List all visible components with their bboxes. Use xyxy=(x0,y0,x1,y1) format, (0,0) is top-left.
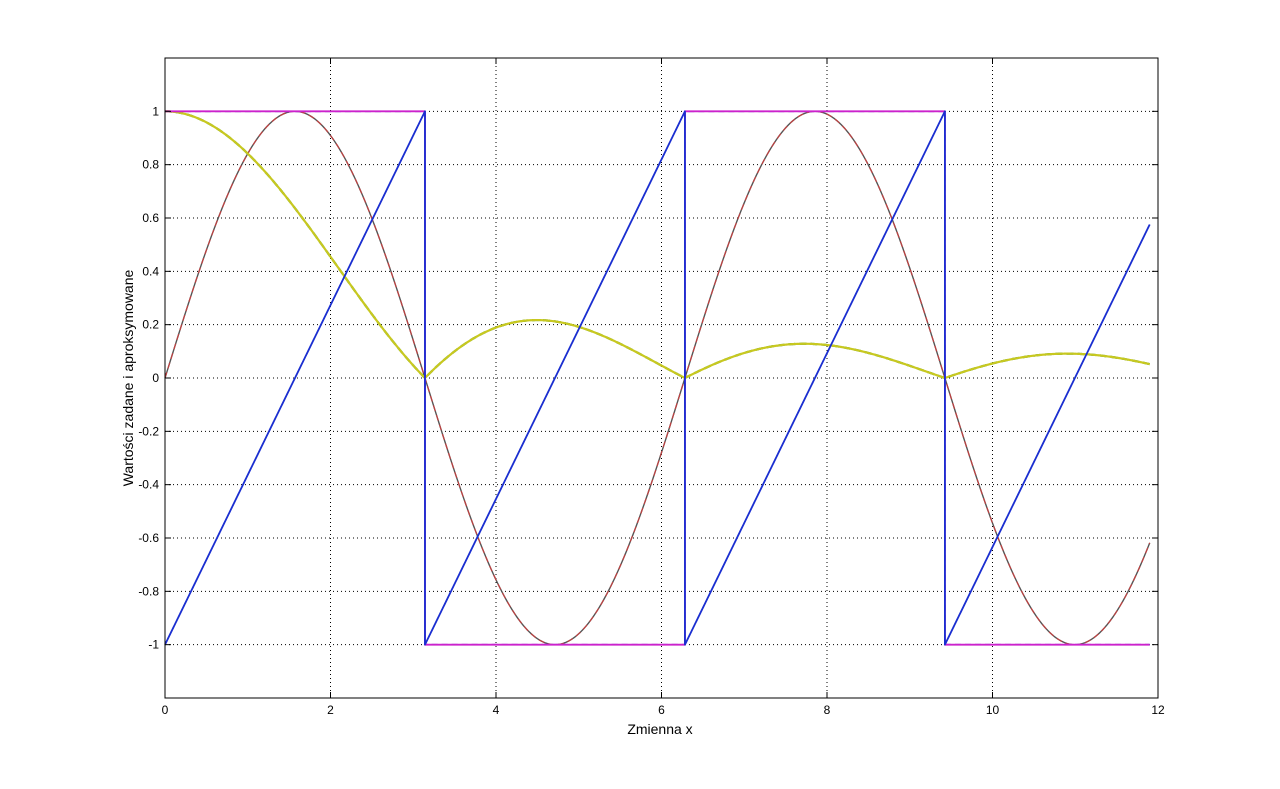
y-tick-label: 0.6 xyxy=(142,211,159,225)
y-tick-label: -1 xyxy=(148,638,159,652)
y-tick-label: -0.4 xyxy=(138,478,159,492)
x-tick-label: 6 xyxy=(658,703,665,717)
y-axis-label: Wartości zadane i aproksymowane xyxy=(120,269,136,486)
y-tick-label: 0.2 xyxy=(142,318,159,332)
series-group xyxy=(164,110,1151,646)
series-line-sawtooth-7 xyxy=(164,110,1151,646)
y-tick-label: 0.4 xyxy=(142,264,159,278)
x-tick-label: 0 xyxy=(162,703,169,717)
y-tick-label: 0.8 xyxy=(142,158,159,172)
y-tick-label: -0.6 xyxy=(138,531,159,545)
series-line-sin-1 xyxy=(164,110,1151,646)
series-line-square-6 xyxy=(164,110,1150,646)
x-tick-label: 4 xyxy=(493,703,500,717)
ticks: 0 2 4 6 8 10 12 -1 -0.8 -0.6 -0.4 -0.2 0 0.2 0.4 0.6 0.8… xyxy=(138,58,1165,717)
series-line-sinc-3 xyxy=(164,110,1150,379)
y-tick-label: 0 xyxy=(152,371,159,385)
x-axis-label: Zmienna x xyxy=(627,721,692,737)
y-tick-label: -0.8 xyxy=(138,584,159,598)
y-tick-label: -0.2 xyxy=(138,424,159,438)
x-tick-label: 8 xyxy=(824,703,831,717)
x-tick-label: 10 xyxy=(986,703,1000,717)
x-tick-label: 12 xyxy=(1151,703,1165,717)
y-tick-label: 1 xyxy=(152,104,159,118)
x-tick-label: 2 xyxy=(327,703,334,717)
grid xyxy=(165,58,1158,698)
